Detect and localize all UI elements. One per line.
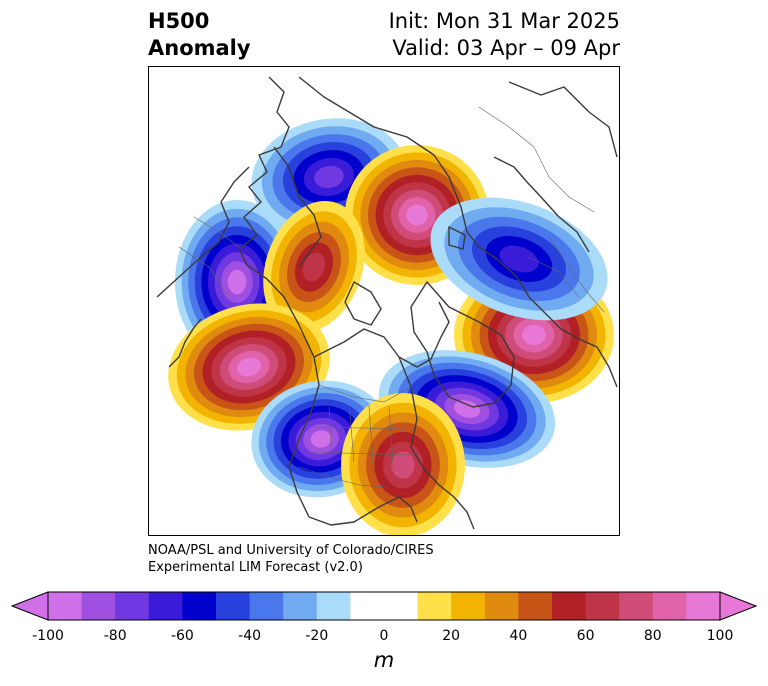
credit-text: NOAA/PSL and University of Colorado/CIRE… bbox=[148, 542, 434, 576]
colorbar-tick-label: 40 bbox=[509, 628, 528, 644]
borders-us-states bbox=[308, 401, 412, 478]
forecast-dates: Init: Mon 31 Mar 2025 Valid: 03 Apr – 09… bbox=[389, 8, 620, 62]
borders bbox=[178, 106, 605, 488]
colorbar-bin bbox=[686, 592, 721, 620]
colorbar-bin bbox=[316, 592, 351, 620]
colorbar-extend-low bbox=[10, 591, 49, 621]
borders-europe bbox=[528, 236, 605, 313]
anomaly-contour bbox=[310, 430, 332, 448]
init-date: Init: Mon 31 Mar 2025 bbox=[388, 9, 620, 33]
colorbar bbox=[10, 591, 758, 621]
colorbar-tick-label: -60 bbox=[170, 628, 194, 644]
colorbar-tick-label: -20 bbox=[305, 628, 329, 644]
colorbar-bin bbox=[484, 592, 519, 620]
anomaly-contour bbox=[236, 357, 262, 377]
colorbar-outline bbox=[47, 591, 721, 621]
colorbar-tick-label: 60 bbox=[576, 628, 595, 644]
anomaly-contour bbox=[302, 252, 326, 282]
colorbar-tick-label: -100 bbox=[32, 628, 64, 644]
borders-asia bbox=[178, 216, 240, 298]
colorbar-bin bbox=[182, 592, 217, 620]
credit-line-1: NOAA/PSL and University of Colorado/CIRE… bbox=[148, 543, 434, 558]
colorbar-bin bbox=[652, 592, 687, 620]
coastline-siberia bbox=[298, 76, 530, 298]
colorbar-tick-label: 0 bbox=[379, 628, 389, 644]
coastline-japan bbox=[168, 318, 202, 368]
colorbar-ticks: -100 -80 -60 -40 -20 0 20 40 60 80 100 bbox=[0, 626, 768, 648]
coastline-arctic-islands bbox=[344, 281, 382, 326]
coastline-svalbard bbox=[448, 226, 466, 250]
title-line-2: Anomaly bbox=[148, 36, 251, 60]
coastline-scandinavia bbox=[493, 156, 590, 253]
coastline-hudson bbox=[313, 301, 450, 368]
colorbar-bin bbox=[417, 592, 452, 620]
colorbar-extend-high bbox=[719, 591, 758, 621]
anomaly-contour bbox=[391, 451, 415, 479]
credit-line-2: Experimental LIM Forecast (v2.0) bbox=[148, 560, 363, 575]
coastlines bbox=[156, 76, 618, 530]
coastline-alaska bbox=[238, 76, 290, 266]
valid-range: Valid: 03 Apr – 09 Apr bbox=[392, 36, 620, 60]
border-us-canada bbox=[318, 384, 412, 403]
map-title: H500 Anomaly bbox=[148, 8, 251, 62]
colorbar-tick-label: -80 bbox=[103, 628, 127, 644]
colorbar-bin bbox=[585, 592, 620, 620]
colorbar-tick-label: 80 bbox=[643, 628, 662, 644]
colorbar-units: m bbox=[373, 648, 395, 672]
coastline-top-right bbox=[508, 81, 618, 158]
colorbar-tick-label: -40 bbox=[238, 628, 262, 644]
colorbar-tick-label: 20 bbox=[442, 628, 461, 644]
anomaly-contour bbox=[314, 165, 344, 189]
colorbar-bin bbox=[619, 592, 654, 620]
anomaly-contour bbox=[453, 400, 481, 418]
borders-russia bbox=[478, 106, 595, 213]
colorbar-bins bbox=[48, 592, 721, 620]
anomaly-contours bbox=[168, 118, 614, 535]
colorbar-bin bbox=[148, 592, 183, 620]
colorbar-bin bbox=[350, 592, 419, 620]
coastline-gulf bbox=[308, 496, 418, 526]
coastline-greenland bbox=[410, 281, 515, 408]
colorbar-bin bbox=[48, 592, 83, 620]
coastline-east-asia bbox=[156, 166, 250, 298]
colorbar-bin bbox=[552, 592, 587, 620]
colorbar-bin bbox=[216, 592, 251, 620]
colorbar-bin bbox=[115, 592, 150, 620]
coastline-kamchatka bbox=[273, 146, 322, 268]
colorbar-bin bbox=[249, 592, 284, 620]
anomaly-contour bbox=[499, 245, 539, 273]
colorbar-bin bbox=[81, 592, 116, 620]
colorbar-bin bbox=[451, 592, 486, 620]
anomaly-map bbox=[156, 76, 618, 535]
colorbar-bin bbox=[283, 592, 318, 620]
anomaly-contour bbox=[522, 324, 546, 346]
anomaly-contour bbox=[406, 204, 428, 226]
colorbar-tick-label: 100 bbox=[706, 628, 734, 644]
title-line-1: H500 bbox=[148, 9, 210, 33]
coastline-us-east bbox=[398, 356, 475, 530]
anomaly-contour bbox=[227, 269, 247, 295]
map-panel bbox=[148, 66, 620, 536]
colorbar-bin bbox=[518, 592, 553, 620]
border-us-mexico bbox=[298, 466, 390, 488]
coastline-europe bbox=[528, 296, 618, 388]
